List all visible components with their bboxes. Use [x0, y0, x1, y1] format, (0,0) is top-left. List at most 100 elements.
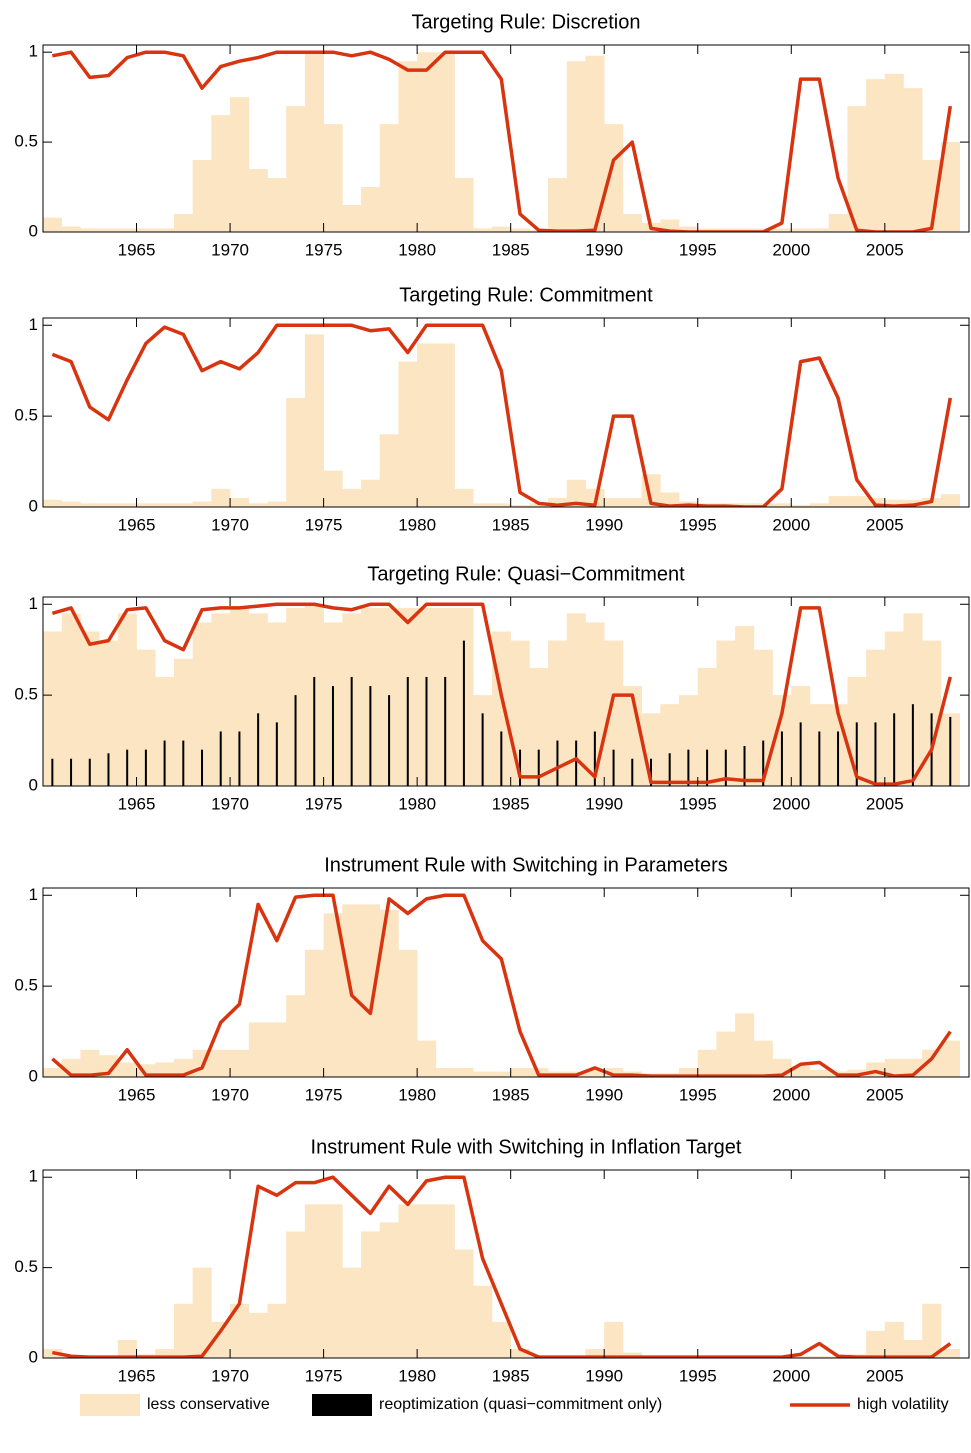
bar: [940, 1348, 960, 1358]
bar: [473, 503, 493, 507]
bar: [735, 228, 755, 232]
bar: [491, 226, 511, 232]
bar: [828, 496, 848, 507]
x-tick-label: 1970: [211, 1366, 249, 1385]
x-tick-label: 1970: [211, 240, 249, 259]
bar: [491, 1071, 511, 1077]
bar: [866, 649, 886, 786]
spike: [631, 758, 634, 786]
bar: [192, 501, 212, 507]
y-tick-label: 0.5: [14, 685, 38, 704]
y-tick-label: 0: [29, 775, 38, 794]
bar: [772, 503, 792, 507]
bar: [510, 1067, 530, 1077]
bar: [510, 228, 530, 232]
chart-title: Instrument Rule with Switching in Parame…: [324, 854, 728, 876]
bar: [211, 613, 231, 786]
bar: [117, 228, 137, 232]
y-tick-label: 0: [29, 221, 38, 240]
bar: [80, 503, 100, 507]
x-tick-label: 1980: [398, 515, 436, 534]
spike: [294, 695, 297, 786]
x-tick-label: 1975: [305, 794, 343, 813]
bar: [791, 228, 811, 232]
bar: [211, 488, 231, 507]
bar: [548, 178, 568, 232]
bar: [304, 334, 324, 507]
bar: [847, 496, 867, 507]
bar: [585, 622, 605, 786]
bar: [43, 1067, 63, 1077]
x-tick-label: 1980: [398, 240, 436, 259]
bar: [604, 1321, 624, 1358]
bar: [585, 1348, 605, 1358]
bar: [679, 1067, 699, 1077]
line: [51, 893, 952, 1077]
x-tick-label: 2005: [866, 1085, 904, 1104]
spike: [911, 704, 914, 786]
spike: [201, 749, 204, 786]
bar: [473, 1285, 493, 1358]
bar: [884, 499, 904, 507]
bar: [99, 503, 119, 507]
bar: [173, 503, 193, 507]
bar: [697, 228, 717, 232]
bar: [622, 214, 642, 232]
spike: [238, 731, 241, 786]
bar: [922, 1049, 942, 1077]
bar: [473, 1071, 493, 1077]
spike: [70, 758, 73, 786]
spike: [331, 686, 334, 786]
bar: [828, 214, 848, 232]
bar: [379, 909, 399, 1077]
axes-box: [42, 887, 970, 1078]
bar: [772, 228, 792, 232]
bar: [323, 124, 343, 232]
bar: [61, 226, 81, 232]
spike: [275, 722, 278, 786]
spike: [855, 722, 858, 786]
bar: [155, 503, 175, 507]
bar: [660, 704, 680, 786]
x-tick-label: 2000: [772, 515, 810, 534]
bar: [697, 667, 717, 786]
bar: [117, 1339, 137, 1358]
bar: [323, 470, 343, 507]
bar: [248, 613, 268, 786]
axes-box: [42, 317, 970, 508]
bar: [342, 1267, 362, 1358]
bar: [398, 61, 418, 232]
bar: [604, 640, 624, 786]
bar: [43, 499, 63, 507]
spike: [481, 713, 484, 786]
bar: [566, 479, 586, 507]
bar: [716, 228, 736, 232]
x-tick-label: 2005: [866, 240, 904, 259]
bar: [529, 503, 549, 507]
spike: [706, 749, 709, 786]
bar: [248, 503, 268, 507]
bar: [155, 228, 175, 232]
bar: [304, 1204, 324, 1358]
spike: [182, 740, 185, 786]
bar: [660, 492, 680, 507]
bar: [735, 503, 755, 507]
bar: [866, 1330, 886, 1358]
bar: [417, 52, 437, 232]
y-tick-label: 0.5: [14, 1257, 38, 1276]
spike: [837, 731, 840, 786]
plot-area: [43, 50, 960, 232]
spike: [799, 722, 802, 786]
bar: [473, 228, 493, 232]
bar: [903, 88, 923, 232]
x-tick-label: 1975: [305, 1366, 343, 1385]
spike: [575, 740, 578, 786]
spike: [724, 749, 727, 786]
bar: [361, 187, 381, 232]
x-tick-label: 1985: [492, 1085, 530, 1104]
spike: [762, 740, 765, 786]
x-tick-label: 2000: [772, 1366, 810, 1385]
bar: [80, 631, 100, 786]
bar: [173, 214, 193, 232]
spike: [163, 740, 166, 786]
